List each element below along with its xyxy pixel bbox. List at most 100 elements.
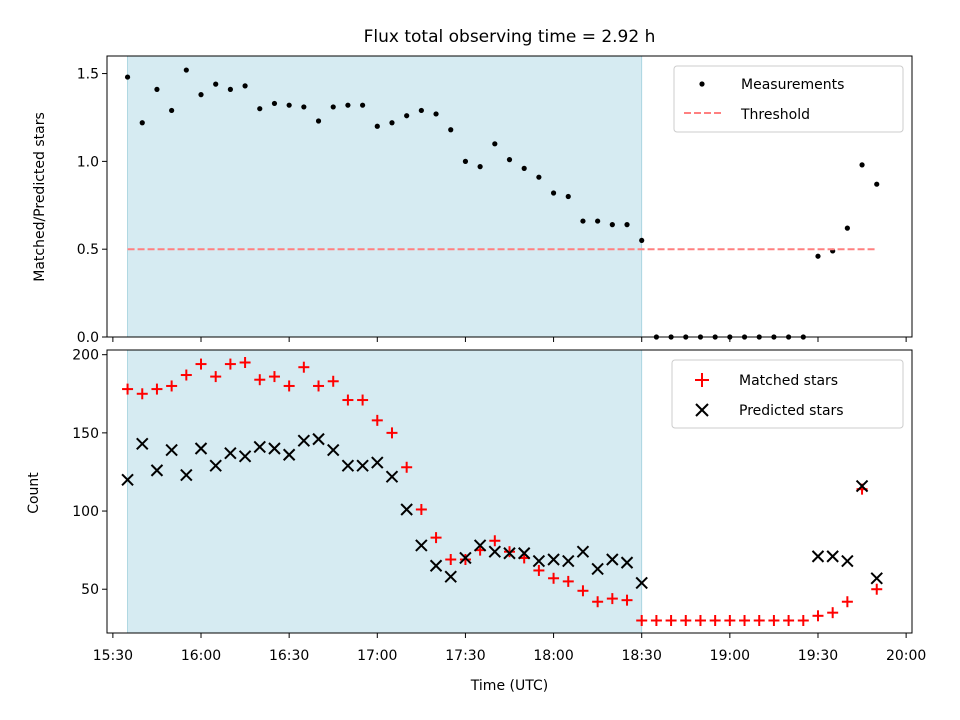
measurements-point bbox=[169, 107, 175, 114]
matched-stars-point bbox=[195, 358, 207, 370]
predicted-stars-point bbox=[282, 448, 296, 461]
matched-stars-point bbox=[739, 614, 751, 626]
measurements-point bbox=[418, 107, 424, 114]
measurements-point bbox=[242, 83, 248, 89]
matched-stars-point bbox=[489, 535, 501, 547]
ytick-label: 200 bbox=[72, 348, 99, 364]
measurements-point bbox=[874, 181, 880, 187]
measurements-point bbox=[227, 86, 233, 92]
matched-stars-point bbox=[268, 371, 280, 383]
predicted-stars-point bbox=[870, 572, 883, 585]
predicted-stars-point bbox=[811, 550, 825, 563]
measurements-point bbox=[124, 74, 131, 80]
matched-stars-point bbox=[459, 554, 471, 566]
matched-stars-point bbox=[694, 614, 706, 626]
matched-stars-point bbox=[122, 383, 134, 395]
predicted-stars-point bbox=[547, 553, 560, 566]
predicted-stars-point bbox=[385, 470, 399, 483]
predicted-stars-point bbox=[312, 432, 325, 446]
measurements-point bbox=[609, 222, 615, 228]
matched-stars-point bbox=[636, 614, 648, 626]
predicted-stars-point bbox=[606, 553, 619, 566]
predicted-stars-point bbox=[297, 434, 311, 447]
matched-stars-point bbox=[210, 371, 222, 383]
predicted-stars-point bbox=[121, 473, 134, 486]
matched-stars-point bbox=[606, 593, 618, 605]
predicted-stars-point bbox=[635, 576, 648, 590]
ratio-panel: 0.0 0.5 1.0 1.5 Matched/Predicted stars Mea… bbox=[32, 55, 913, 346]
predicted-legend-marker bbox=[695, 403, 709, 417]
count-legend-box bbox=[671, 359, 904, 429]
predicted-stars-point bbox=[180, 468, 193, 482]
observing-window-shade bbox=[127, 55, 643, 338]
matched-stars-point bbox=[342, 394, 354, 406]
matched-stars-point bbox=[841, 596, 853, 608]
measurements-point bbox=[213, 81, 219, 87]
count-panel-ylabel: Count bbox=[26, 472, 42, 514]
measurements-point bbox=[374, 123, 380, 129]
observing-window-shade bbox=[127, 349, 643, 634]
predicted-stars-point bbox=[517, 547, 531, 560]
predicted-stars-point bbox=[136, 437, 149, 451]
matched-stars-point bbox=[548, 572, 560, 584]
matched-stars-point bbox=[871, 583, 883, 595]
predicted-legend-label: Predicted stars bbox=[739, 403, 844, 419]
xtick-label: 18:30 bbox=[622, 648, 662, 664]
matched-stars-point bbox=[783, 614, 795, 626]
predicted-stars-point bbox=[459, 551, 472, 565]
predicted-stars-point bbox=[841, 554, 854, 568]
xtick-label: 20:00 bbox=[886, 648, 926, 664]
measurements-point bbox=[183, 67, 189, 73]
measurements-point bbox=[477, 164, 483, 170]
ratio-legend: Measurements Threshold bbox=[673, 65, 904, 133]
matched-stars-point bbox=[313, 380, 325, 392]
matched-stars-point bbox=[298, 361, 310, 373]
measurements-point bbox=[198, 92, 204, 98]
measurements-point bbox=[154, 86, 160, 92]
chart-title: Flux total observing time = 2.92 h bbox=[364, 27, 656, 47]
measurements-legend-marker bbox=[699, 81, 705, 87]
ratio-panel-frame bbox=[106, 55, 913, 338]
matched-stars-point bbox=[533, 564, 545, 576]
matched-stars-point bbox=[445, 554, 457, 566]
ytick-label: 1.5 bbox=[77, 67, 99, 83]
matched-stars-point bbox=[371, 414, 383, 426]
matched-stars-point bbox=[577, 585, 589, 597]
matched-stars-point bbox=[621, 594, 633, 606]
predicted-stars-point bbox=[253, 440, 266, 454]
ytick-label: 0.0 bbox=[77, 330, 99, 346]
measurements-point bbox=[506, 157, 513, 163]
measurements-point bbox=[389, 120, 395, 126]
ytick-label: 1.0 bbox=[77, 154, 99, 170]
measurements-point bbox=[624, 222, 630, 228]
matched-legend-marker bbox=[695, 373, 709, 387]
count-panel-xlabel: Time (UTC) bbox=[470, 678, 548, 694]
ytick-label: 50 bbox=[81, 582, 99, 598]
measurements-point bbox=[330, 104, 336, 110]
measurements-point bbox=[815, 253, 821, 259]
measurements-point bbox=[550, 190, 557, 196]
predicted-stars-point bbox=[268, 442, 281, 455]
predicted-stars-point bbox=[371, 456, 384, 469]
predicted-stars-point bbox=[150, 464, 164, 477]
matched-stars-point bbox=[327, 375, 339, 387]
ratio-legend-box bbox=[673, 65, 904, 133]
xtick-label: 16:00 bbox=[181, 648, 221, 664]
measurements-point bbox=[580, 218, 586, 224]
predicted-stars-point bbox=[400, 503, 413, 516]
matched-stars-point bbox=[665, 614, 677, 626]
measurements-point bbox=[301, 104, 307, 110]
xtick-label: 17:00 bbox=[357, 648, 397, 664]
measurements-point bbox=[639, 237, 645, 244]
measurements-point bbox=[521, 165, 527, 171]
matched-stars-point bbox=[592, 596, 604, 608]
matched-stars-point bbox=[753, 614, 765, 626]
matched-stars-point bbox=[415, 503, 427, 515]
matched-stars-point bbox=[180, 369, 192, 381]
xtick-label: 17:30 bbox=[445, 648, 485, 664]
measurements-point bbox=[536, 174, 542, 180]
measurements-point bbox=[257, 106, 263, 112]
predicted-stars-point bbox=[562, 554, 575, 568]
measurements-point bbox=[492, 141, 498, 147]
predicted-stars-point bbox=[341, 459, 355, 472]
